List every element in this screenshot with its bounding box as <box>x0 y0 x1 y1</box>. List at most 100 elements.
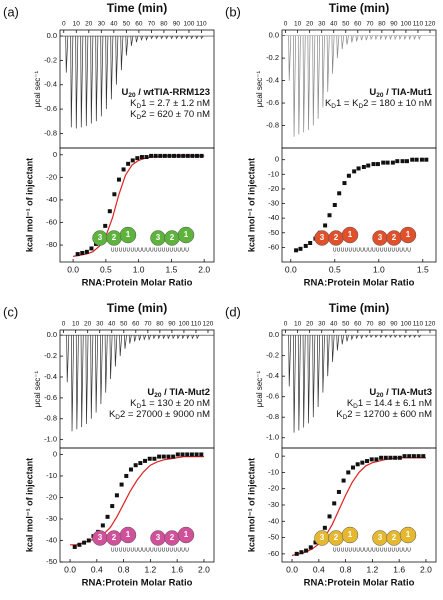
y-tick-label: -0.6 <box>266 98 279 107</box>
peak <box>190 35 194 40</box>
y-tick-label: -0.4 <box>44 372 57 381</box>
x-tick-label: 20 <box>84 321 92 328</box>
peak <box>418 35 422 41</box>
peak <box>70 36 74 128</box>
data-point <box>185 153 190 158</box>
x-tick-label: 40 <box>330 321 338 328</box>
y-tick-label: -0.6 <box>266 392 279 401</box>
data-point <box>128 467 133 472</box>
complex-label: U20 / TIA-Mut2 <box>147 387 210 399</box>
peak <box>85 36 89 127</box>
peak <box>370 334 373 338</box>
domain-label: 1 <box>184 230 189 239</box>
y-tick-label: -0.2 <box>44 55 57 64</box>
peak <box>191 335 195 340</box>
data-point <box>199 153 204 158</box>
peak <box>346 35 349 45</box>
peak <box>80 36 84 128</box>
domain-label: 1 <box>126 530 131 539</box>
peak <box>176 335 180 340</box>
x-tick-label: 40 <box>108 321 116 328</box>
data-point <box>332 203 337 207</box>
x-axis-label: RNA:Protein Molar Ratio <box>304 278 415 289</box>
x-tick-label: 120 <box>425 21 436 28</box>
text-part: K <box>336 409 343 420</box>
peak <box>65 36 69 73</box>
y-tick-label: -0.2 <box>44 351 57 360</box>
peak <box>398 334 402 338</box>
y-tick-label: 0 <box>53 150 57 159</box>
peak <box>90 335 94 419</box>
x-tick-label: 10 <box>294 321 302 328</box>
x-tick-label: 60 <box>354 21 362 28</box>
peak <box>389 334 393 338</box>
x-tick-label: 30 <box>318 321 326 328</box>
data-point <box>419 157 424 162</box>
peak <box>162 335 166 340</box>
data-point <box>313 540 318 545</box>
peak <box>379 35 383 41</box>
raw-title: Time (min) <box>329 1 389 15</box>
y-tick-label: -50 <box>268 533 279 542</box>
x-tick-label: 110 <box>191 321 202 328</box>
peak <box>75 335 79 430</box>
data-point <box>167 153 172 158</box>
peak <box>120 36 124 71</box>
raw-title: Time (min) <box>107 1 167 15</box>
data-point <box>199 452 204 457</box>
x-axis-label: RNA:Protein Molar Ratio <box>82 278 193 289</box>
subscript: D <box>115 414 120 421</box>
x-tick-label: 1.0 <box>133 264 145 274</box>
y-tick-label: -0.6 <box>44 104 57 113</box>
data-point <box>308 241 313 245</box>
x-tick-label: 1.2 <box>366 564 378 574</box>
data-point <box>185 452 190 457</box>
y-tick-label: -20 <box>268 484 279 493</box>
x-tick-label: 1.6 <box>171 564 183 574</box>
x-tick-label: 0.8 <box>340 564 352 574</box>
x-tick-label: 30 <box>318 21 326 28</box>
peak <box>321 35 325 108</box>
peak <box>293 335 296 433</box>
y-tick-label: -20 <box>268 184 279 193</box>
data-point <box>360 460 365 465</box>
peak <box>150 35 154 40</box>
y-axis-label: kcal mol⁻¹ of injectant <box>24 158 34 252</box>
domain <box>341 526 359 544</box>
subscript: 20 <box>376 92 384 99</box>
x-tick-label: 30 <box>98 21 106 28</box>
peak <box>297 35 301 135</box>
domain-label: 3 <box>98 233 103 242</box>
domain-label: 3 <box>156 233 161 242</box>
x-tick-label: 110 <box>413 321 424 328</box>
y-tick-label: -0.4 <box>44 80 57 89</box>
domain-label: 2 <box>170 533 175 542</box>
peak <box>186 335 190 340</box>
peak <box>336 35 340 59</box>
peak <box>317 335 321 407</box>
domain <box>119 226 137 244</box>
kd-text: KD1 = 130 ± 20 nM <box>130 398 210 410</box>
domain-label: 1 <box>126 230 131 239</box>
peak <box>297 335 301 431</box>
domain-label: 1 <box>184 530 189 539</box>
x-tick-label: 90 <box>390 21 398 28</box>
data-point <box>72 544 77 549</box>
data-point <box>172 153 177 158</box>
peak <box>155 35 159 40</box>
y-tick-label: 0 <box>275 155 279 164</box>
y-tick-label: -0.8 <box>266 412 279 421</box>
peak <box>80 335 84 428</box>
data-point <box>294 551 299 556</box>
y-axis-label: μcal sec⁻¹ <box>33 70 42 107</box>
peak <box>135 35 139 43</box>
text-part: 2 = 27000 ± 9000 nM <box>120 409 210 420</box>
y-tick-label: -30 <box>268 500 279 509</box>
x-tick-label: 0.4 <box>91 564 103 574</box>
data-point <box>327 514 332 519</box>
peak <box>408 334 412 338</box>
peak <box>360 35 364 41</box>
peak <box>85 335 89 424</box>
peak <box>389 35 393 41</box>
data-point <box>162 153 167 158</box>
